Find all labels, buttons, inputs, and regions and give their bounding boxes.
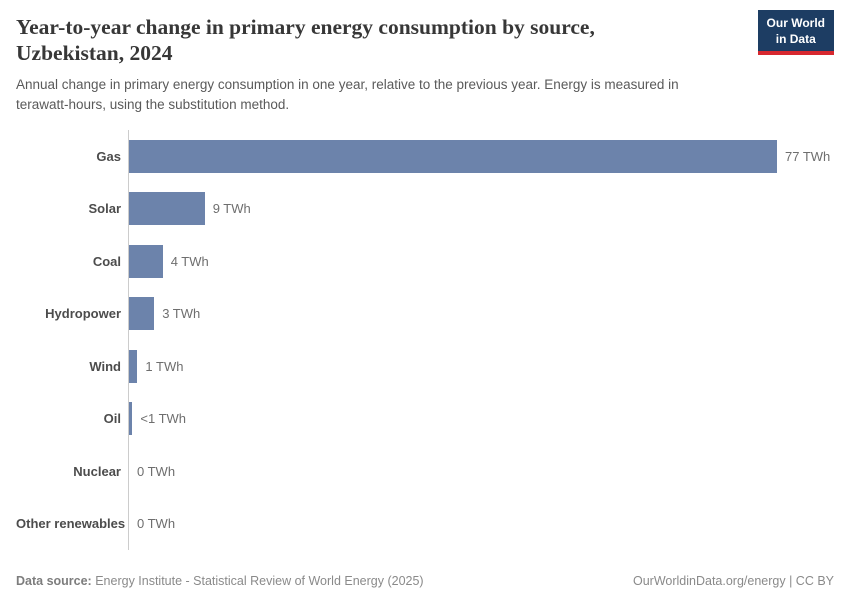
- bar-coal[interactable]: [129, 244, 163, 278]
- category-label-other-renewables: Other renewables: [16, 516, 126, 531]
- bar-hydropower[interactable]: [129, 297, 155, 330]
- bar-chart: Gas 77 TWh Solar 9 TWh Coal 4 TWh Hydropower 3 …: [16, 129, 834, 568]
- data-source: Data source: Energy Institute - Statisti…: [16, 574, 424, 588]
- bar-solar[interactable]: [129, 192, 205, 225]
- bar-oil[interactable]: [129, 402, 133, 435]
- bar-track-wind: 1 TWh: [128, 339, 834, 393]
- chart-subtitle: Annual change in primary energy consumpt…: [16, 75, 761, 113]
- category-label-coal: Coal: [92, 253, 121, 269]
- category-label-oil: Oil: [103, 411, 121, 426]
- bar-row-hydropower: Hydropower 3 TWh: [16, 287, 834, 340]
- value-label-solar: 9 TWh: [212, 201, 251, 216]
- bar-row-other-renewables: Other renewables 0 TWh: [16, 497, 834, 550]
- category-label-gas: Gas: [96, 148, 121, 164]
- page-title-line-2: Uzbekistan, 2024: [16, 41, 173, 66]
- category-label-solar: Solar: [88, 201, 121, 216]
- bar-track-nuclear: 0 TWh: [128, 444, 834, 498]
- bar-gas[interactable]: [129, 139, 777, 173]
- value-label-wind: 1 TWh: [145, 358, 184, 374]
- data-source-label: Data source:: [16, 574, 92, 588]
- category-label-wind: Wind: [89, 358, 121, 374]
- page-title: Year-to-year change in primary energy co…: [16, 14, 761, 66]
- value-label-coal: 4 TWh: [170, 253, 209, 269]
- value-label-gas: 77 TWh: [785, 148, 831, 164]
- value-label-other-renewables: 0 TWh: [137, 516, 176, 531]
- owid-logo-line-1: Our World: [766, 16, 825, 30]
- bar-row-wind: Wind 1 TWh: [16, 339, 834, 393]
- bar-track-hydropower: 3 TWh: [128, 287, 834, 340]
- bar-row-nuclear: Nuclear 0 TWh: [16, 444, 834, 498]
- category-label-nuclear: Nuclear: [73, 463, 121, 479]
- owid-logo-line-2: in Data: [775, 31, 816, 46]
- value-label-oil: <1 TWh: [140, 411, 187, 426]
- bar-track-coal: 4 TWh: [128, 234, 834, 288]
- attribution-link[interactable]: OurWorldinData.org/energy | CC BY: [632, 574, 834, 588]
- chart-footer: Data source: Energy Institute - Statisti…: [16, 568, 834, 588]
- bar-row-solar: Solar 9 TWh: [16, 182, 834, 235]
- page-title-line-1: Year-to-year change in primary energy co…: [16, 15, 595, 39]
- bar-wind[interactable]: [129, 349, 138, 383]
- bar-track-other-renewables: 0 TWh: [128, 497, 834, 550]
- chart-subtitle-line-1: Annual change in primary energy consumpt…: [16, 77, 679, 93]
- owid-logo[interactable]: Our World in Data: [757, 10, 834, 56]
- value-label-hydropower: 3 TWh: [162, 306, 201, 321]
- bar-row-coal: Coal 4 TWh: [16, 234, 834, 288]
- bar-track-solar: 9 TWh: [128, 182, 834, 235]
- bar-track-oil: <1 TWh: [128, 392, 834, 445]
- bar-row-oil: Oil <1 TWh: [16, 392, 834, 445]
- bar-track-gas: 77 TWh: [128, 129, 834, 183]
- bar-row-gas: Gas 77 TWh: [16, 129, 834, 183]
- category-label-hydropower: Hydropower: [45, 306, 121, 321]
- chart-subtitle-line-2: terawatt-hours, using the substitution m…: [16, 96, 290, 112]
- data-source-value: Energy Institute - Statistical Review of…: [91, 574, 424, 588]
- value-label-nuclear: 0 TWh: [137, 463, 176, 479]
